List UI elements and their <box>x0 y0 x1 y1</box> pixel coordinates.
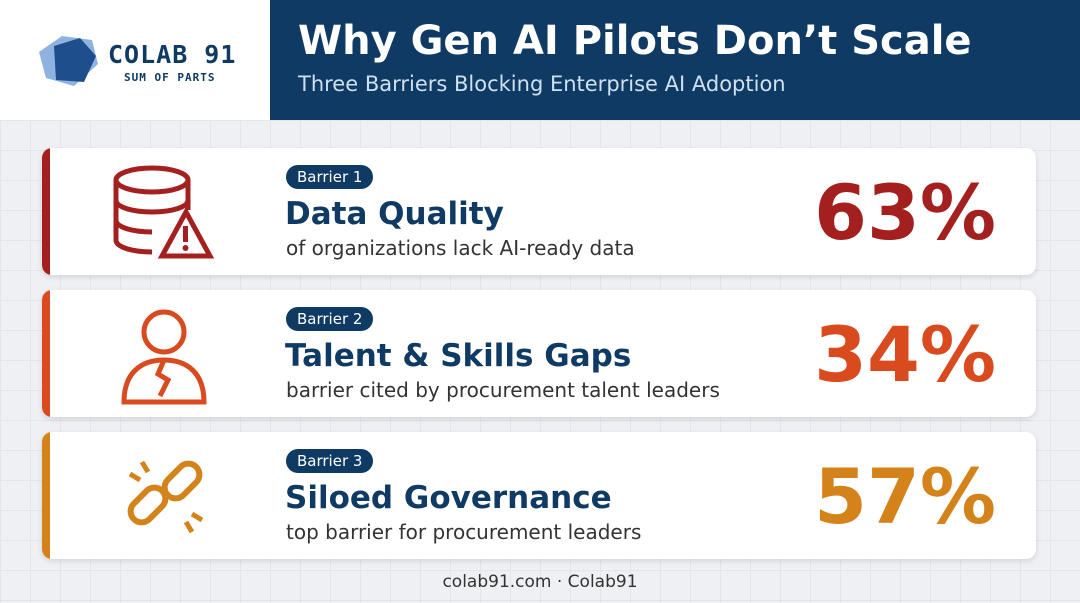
barrier-card: Barrier 2 Talent & Skills Gaps barrier c… <box>42 290 1036 417</box>
accent-bar <box>42 290 50 417</box>
logo-mark <box>39 36 98 86</box>
barrier-description: barrier cited by procurement talent lead… <box>286 378 720 402</box>
icon <box>121 309 207 405</box>
logo: COLAB 91 SUM OF PARTS <box>0 0 270 120</box>
accent-bar <box>42 148 50 275</box>
barrier-title: Data Quality <box>285 196 504 232</box>
stat: 34% <box>814 310 996 399</box>
accent-bar <box>42 432 50 559</box>
barrier-title: Talent & Skills Gaps <box>285 338 632 374</box>
header: Why Gen AI Pilots Don’t Scale Three Barr… <box>270 0 1080 120</box>
badge: Barrier 2 <box>286 307 374 331</box>
barrier-title: Siloed Governance <box>285 480 612 516</box>
logo-tagline: SUM OF PARTS <box>124 71 216 84</box>
barrier-description: of organizations lack AI-ready data <box>286 236 635 260</box>
title: Why Gen AI Pilots Don’t Scale <box>298 18 972 64</box>
footer: colab91.com · Colab91 <box>442 572 638 592</box>
barrier-card: Barrier 1 Data Quality of organizations … <box>42 148 1036 275</box>
barrier-card: Barrier 3 Siloed Governance top barrier … <box>42 432 1036 559</box>
logo-name: COLAB 91 <box>108 40 237 69</box>
stat: 57% <box>814 452 996 541</box>
stat: 63% <box>814 168 996 257</box>
badge: Barrier 1 <box>286 165 374 189</box>
subtitle: Three Barriers Blocking Enterprise AI Ad… <box>298 72 786 96</box>
barrier-description: top barrier for procurement leaders <box>286 520 642 544</box>
badge: Barrier 3 <box>286 449 374 473</box>
icon <box>113 165 215 259</box>
icon <box>127 460 204 534</box>
